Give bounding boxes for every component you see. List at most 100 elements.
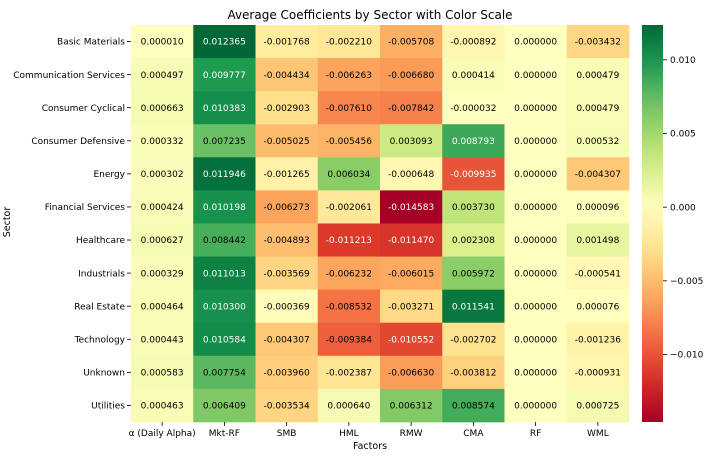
cell-value-label: -0.004307	[575, 170, 621, 180]
cell-value-label: -0.006015	[388, 269, 434, 279]
heatmap-cell	[380, 25, 443, 59]
chart-title: Average Coefficients by Sector with Colo…	[227, 8, 512, 22]
y-axis-label: Sector	[2, 207, 13, 238]
cell-value-label: 0.006312	[390, 402, 433, 412]
heatmap-cell	[193, 190, 256, 224]
heatmap-cell	[317, 91, 381, 125]
cell-value-label: -0.003271	[388, 302, 434, 312]
cell-value-label: -0.010552	[388, 335, 434, 345]
heatmap-cell	[317, 289, 381, 324]
heatmap-cell	[380, 355, 443, 390]
heatmap-cell	[504, 157, 568, 191]
cell-value-label: 0.008793	[452, 137, 495, 147]
x-tick-label: Mkt-RF	[209, 429, 240, 439]
cell-value-label: -0.000032	[450, 104, 496, 114]
heatmap-cell	[380, 124, 443, 158]
y-tick-label: Technology	[74, 335, 126, 345]
heatmap-cell	[255, 190, 319, 224]
cell-value-label: 0.000000	[514, 335, 557, 345]
cell-value-label: -0.014583	[388, 203, 434, 213]
cell-value-label: 0.000329	[141, 269, 184, 279]
cell-value-label: -0.007610	[326, 104, 372, 114]
cell-value-label: -0.005456	[326, 137, 372, 147]
cell-value-label: 0.010383	[203, 104, 246, 114]
cell-value-label: 0.000000	[514, 236, 557, 246]
heatmap-cell	[504, 25, 568, 59]
heatmap-cell	[255, 157, 319, 191]
y-tick-labels: Basic Materials Communication Services Con…	[13, 38, 131, 412]
y-tick-label: Utilities	[91, 402, 125, 412]
heatmap-cell	[504, 355, 568, 390]
heatmap-cell	[131, 124, 194, 158]
y-tick-label: Basic Materials	[57, 38, 125, 48]
cell-value-label: -0.000931	[575, 369, 621, 379]
cell-value-label: 0.007754	[203, 369, 246, 379]
cell-value-label: 0.008442	[203, 236, 246, 246]
heatmap-cell	[566, 157, 630, 191]
colorbar	[642, 25, 663, 422]
heatmap-cell	[131, 25, 194, 59]
heatmap-cell	[380, 289, 443, 324]
heatmap-cell	[504, 223, 568, 257]
cell-value-label: 0.010300	[203, 302, 246, 312]
heatmap-cell	[504, 322, 568, 357]
cell-value-label: 0.007235	[203, 137, 246, 147]
colorbar-tick-label: −0.005	[670, 277, 703, 287]
cell-value-label: 0.000725	[576, 402, 619, 412]
cell-value-label: 0.008574	[452, 402, 495, 412]
cell-value-label: 0.001498	[576, 236, 619, 246]
y-tick-label: Unknown	[83, 369, 125, 379]
heatmap-cell	[442, 322, 505, 357]
heatmap-cell	[255, 58, 319, 92]
heatmap-cell	[504, 124, 568, 158]
cell-value-label: 0.000627	[141, 236, 184, 246]
heatmap-cell	[193, 58, 256, 92]
heatmap-cell	[317, 256, 381, 291]
cell-value-label: -0.003569	[264, 269, 310, 279]
cell-value-label: -0.006232	[326, 269, 372, 279]
cell-value-label: 0.010584	[203, 335, 246, 345]
cell-value-label: -0.009935	[450, 170, 496, 180]
cell-value-label: 0.000000	[514, 170, 557, 180]
x-tick-label: WML	[587, 429, 609, 439]
heatmap-cell	[566, 355, 630, 390]
y-tick-label: Industrials	[78, 269, 125, 279]
cell-value-label: -0.003432	[575, 38, 621, 48]
heatmap-cell	[131, 157, 194, 191]
cell-value-label: -0.002210	[326, 38, 372, 48]
heatmap-cell	[255, 289, 319, 324]
cell-value-label: -0.000892	[450, 38, 496, 48]
cell-value-label: -0.002061	[326, 203, 372, 213]
cell-value-label: -0.006680	[388, 71, 434, 81]
heatmap-cell	[193, 91, 256, 125]
heatmap-cell	[131, 322, 194, 357]
cell-value-label: -0.003812	[450, 369, 496, 379]
heatmap-cell	[131, 289, 194, 324]
cell-value-label: 0.000000	[514, 402, 557, 412]
heatmap-cell	[255, 388, 319, 423]
cell-value-label: -0.004893	[264, 236, 310, 246]
heatmap-cell	[193, 289, 256, 324]
colorbar-tick-label: 0.005	[670, 130, 696, 140]
heatmap-cell	[442, 157, 505, 191]
heatmap-cell	[442, 190, 505, 224]
heatmap-cell	[566, 256, 630, 291]
heatmap-cell	[380, 223, 443, 257]
heatmap-cell	[442, 25, 505, 59]
heatmap-cell	[317, 355, 381, 390]
heatmap-cell	[255, 124, 319, 158]
heatmap-cell	[442, 58, 505, 92]
heatmap-cell	[131, 223, 194, 257]
cell-value-label: 0.000000	[514, 71, 557, 81]
cell-value-label: 0.000464	[141, 302, 184, 312]
heatmap-cell	[504, 190, 568, 224]
cell-value-label: -0.000648	[388, 170, 434, 180]
heatmap-cell	[442, 91, 505, 125]
cell-value-label: 0.011541	[452, 302, 495, 312]
cell-value-label: 0.000532	[576, 137, 619, 147]
y-tick-label: Real Estate	[74, 302, 125, 312]
colorbar-tick-label: −0.010	[670, 351, 704, 361]
cell-value-label: 0.002308	[452, 236, 495, 246]
heatmap-cell	[131, 355, 194, 390]
